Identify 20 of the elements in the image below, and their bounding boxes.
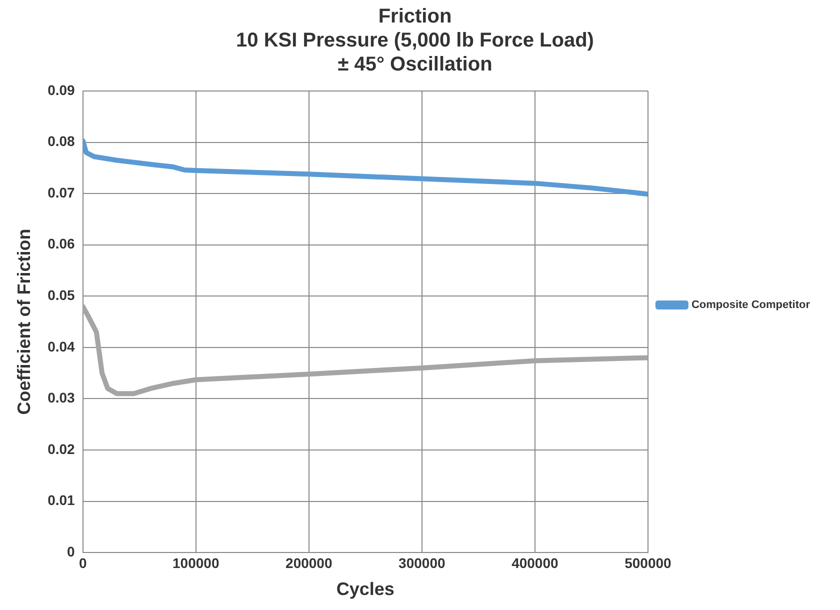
y-tick-label: 0.01	[48, 492, 76, 508]
x-tick-label: 500000	[624, 554, 672, 571]
x-tick-label: 200000	[286, 554, 332, 571]
x-tick-label: 0	[78, 554, 87, 571]
y-tick-label: 0.08	[48, 133, 76, 150]
legend-label: Composite Competitor	[691, 299, 811, 312]
chart-title: Friction 10 KSI Pressure (5,000 lb Force Load) ± 45° Oscillation	[236, 6, 594, 76]
x-tick-label: 300000	[398, 554, 446, 571]
y-tick-label: 0.02	[48, 440, 76, 457]
y-tick-label: 0.09	[48, 82, 76, 98]
y-tick-label: 0.06	[48, 236, 76, 252]
y-tick-label: 0.07	[48, 184, 76, 200]
y-tick-label: 0.04	[48, 338, 76, 354]
x-axis-title: Cycles	[336, 579, 394, 600]
x-tick-label: 100000	[172, 554, 220, 571]
y-tick-label: 0.05	[48, 287, 76, 304]
y-axis-title: Coefficient of Friction	[14, 228, 34, 415]
x-tick-label: 400000	[512, 554, 558, 571]
y-tick-label: 0.03	[48, 390, 76, 406]
y-tick-label: 0	[67, 543, 76, 560]
